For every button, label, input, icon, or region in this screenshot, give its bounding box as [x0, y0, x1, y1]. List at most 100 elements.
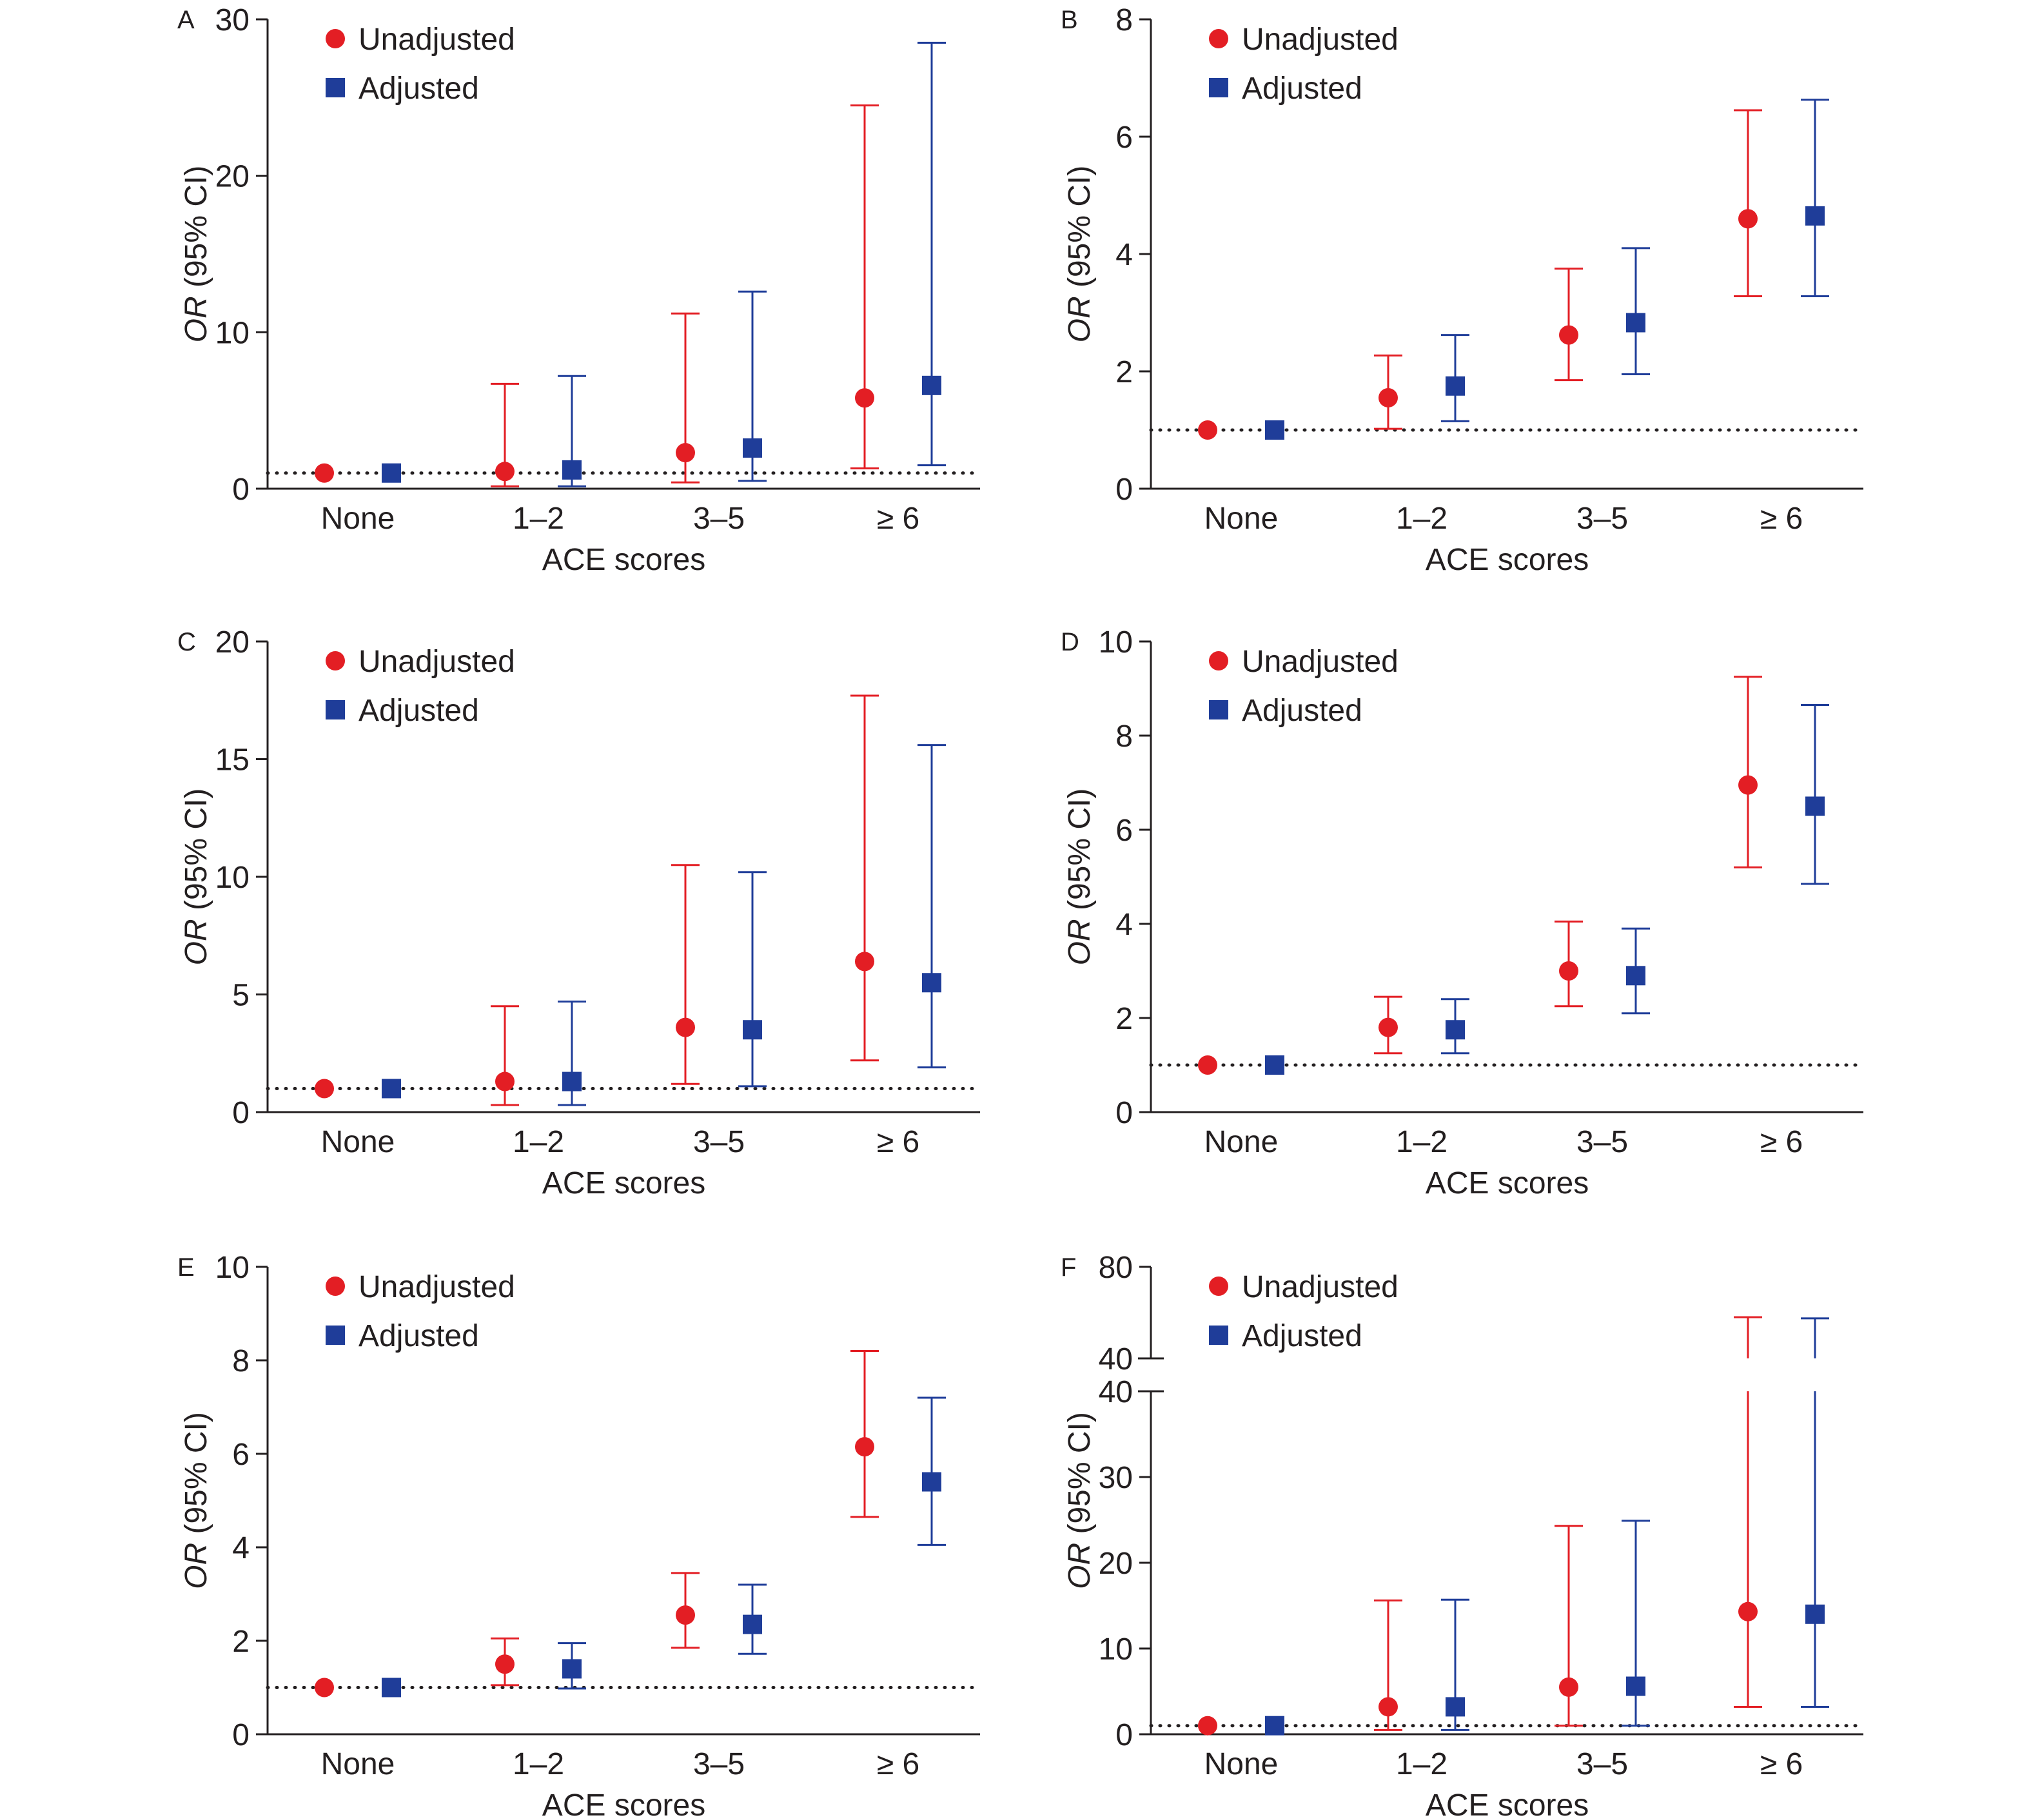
point-adjusted: [1626, 1676, 1645, 1696]
y-tick-label: 0: [1115, 1096, 1133, 1130]
y-axis-title-rest: (95% CI): [1063, 166, 1097, 297]
x-tick-label: None: [321, 1747, 395, 1781]
point-adjusted: [1265, 420, 1284, 440]
x-tick-label: None: [321, 1125, 395, 1159]
legend-label: Unadjusted: [358, 23, 515, 57]
legend-marker-circle: [326, 29, 345, 48]
point-unadjusted: [676, 1017, 695, 1037]
point-unadjusted: [315, 1079, 334, 1099]
legend-label: Adjusted: [1242, 72, 1362, 106]
point-adjusted: [1626, 313, 1645, 333]
x-tick-label: ≥ 6: [1760, 1125, 1803, 1159]
legend-marker-square: [1209, 78, 1228, 97]
y-tick-label: 5: [232, 979, 250, 1013]
y-axis-title: OR (95% CI): [179, 1412, 213, 1589]
legend-marker-square: [1209, 700, 1228, 719]
x-tick-label: ≥ 6: [877, 1125, 919, 1159]
y-tick-label: 6: [1115, 814, 1133, 848]
y-tick-label: 10: [215, 1251, 250, 1285]
y-axis-title-rest: (95% CI): [179, 1412, 213, 1543]
legend-label: Unadjusted: [358, 1270, 515, 1304]
panel-letter: B: [1061, 6, 1078, 34]
y-axis-title: OR (95% CI): [1063, 788, 1097, 966]
y-tick-label: 8: [1115, 719, 1133, 754]
legend-marker-square: [1209, 1326, 1228, 1345]
point-unadjusted: [855, 1437, 874, 1457]
y-axis-title-italic: OR: [179, 1543, 213, 1589]
y-axis-title-italic: OR: [1063, 1543, 1097, 1589]
y-axis-title-italic: OR: [1063, 296, 1097, 342]
legend-label: Unadjusted: [1242, 1270, 1398, 1304]
x-tick-label: None: [321, 502, 395, 536]
point-unadjusted: [1198, 1055, 1217, 1075]
x-tick-label: None: [1204, 1125, 1279, 1159]
panel-letter: D: [1061, 628, 1079, 656]
panel-letter: A: [177, 6, 195, 34]
x-tick-label: 1–2: [513, 502, 564, 536]
x-tick-label: 3–5: [693, 1747, 745, 1781]
x-tick-label: 1–2: [1396, 502, 1447, 536]
point-adjusted: [1446, 1020, 1465, 1040]
panel-c: 0 5 10 15 20 None 1–2 3–5 ≥ 6 ACE scores OR (95% C…: [177, 625, 982, 1200]
y-tick-label: 6: [1115, 121, 1133, 155]
y-tick-label: 10: [1099, 625, 1133, 660]
point-adjusted: [743, 1614, 762, 1634]
x-tick-label: 1–2: [513, 1747, 564, 1781]
legend-marker-circle: [326, 1277, 345, 1296]
point-unadjusted: [315, 1678, 334, 1698]
x-tick-label: ≥ 6: [1760, 502, 1803, 536]
point-adjusted: [562, 460, 582, 480]
legend-label: Unadjusted: [1242, 645, 1398, 679]
point-adjusted: [382, 463, 401, 483]
legend-marker-circle: [326, 651, 345, 670]
x-tick-label: 3–5: [1576, 1125, 1628, 1159]
y-axis-title: OR (95% CI): [1063, 1412, 1097, 1589]
point-adjusted: [1265, 1055, 1284, 1075]
y-tick-label: 2: [1115, 355, 1133, 389]
legend-marker-square: [326, 1326, 345, 1345]
y-tick-label: 2: [1115, 1002, 1133, 1036]
legend-label: Unadjusted: [358, 645, 515, 679]
y-tick-label: 4: [1115, 908, 1133, 942]
point-adjusted: [1805, 206, 1825, 226]
y-tick-label: 0: [1115, 1718, 1133, 1752]
x-tick-label: 1–2: [1396, 1747, 1447, 1781]
point-unadjusted: [676, 1605, 695, 1625]
panel-letter: C: [177, 628, 196, 656]
y-tick-label: 80: [1099, 1251, 1133, 1285]
y-axis-title-rest: (95% CI): [179, 166, 213, 297]
point-adjusted: [382, 1079, 401, 1099]
point-unadjusted: [855, 952, 874, 972]
y-axis-title: OR (95% CI): [179, 166, 213, 343]
y-tick-label: 8: [1115, 3, 1133, 37]
x-axis-title: ACE scores: [1426, 1166, 1589, 1200]
y-tick-label: 0: [1115, 473, 1133, 507]
y-tick-label: 0: [232, 473, 250, 507]
y-axis-title-italic: OR: [179, 919, 213, 965]
y-axis-title: OR (95% CI): [1063, 166, 1097, 343]
point-adjusted: [922, 973, 941, 993]
legend-marker-circle: [1209, 651, 1228, 670]
point-adjusted: [922, 375, 941, 395]
point-adjusted: [1446, 376, 1465, 396]
point-unadjusted: [495, 462, 515, 482]
y-tick-label: 20: [1099, 1547, 1133, 1581]
panel-letter: E: [177, 1253, 195, 1282]
point-unadjusted: [1379, 1017, 1398, 1037]
point-unadjusted: [676, 443, 695, 463]
point-adjusted: [562, 1659, 582, 1679]
y-tick-label: 15: [215, 743, 250, 778]
point-adjusted: [1805, 796, 1825, 816]
x-axis-title: ACE scores: [542, 543, 705, 577]
point-unadjusted: [1559, 1677, 1578, 1697]
y-tick-label: 4: [1115, 238, 1133, 272]
point-adjusted: [1626, 966, 1645, 986]
y-axis-title-rest: (95% CI): [179, 788, 213, 919]
legend-marker-circle: [1209, 1277, 1228, 1296]
point-adjusted: [922, 1472, 941, 1492]
legend-label: Unadjusted: [1242, 23, 1398, 57]
panel-d: 0 2 4 6 8 10 None 1–2 3–5 ≥ 6 ACE scores OR (95% CI…: [1061, 625, 1865, 1200]
point-adjusted: [562, 1071, 582, 1091]
